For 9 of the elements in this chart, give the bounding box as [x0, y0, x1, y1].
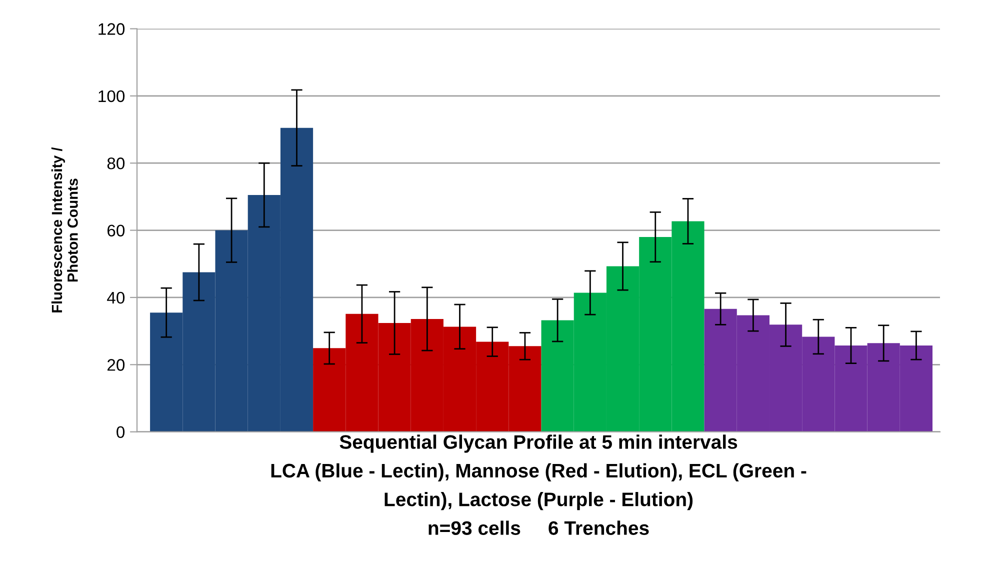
y-tick-label: 120 [98, 23, 125, 35]
y-tick-label: 0 [116, 426, 125, 438]
x-axis-title: Sequential Glycan Profile at 5 min intervals LCA (Blue - Lectin), Mannose (Red - Elution), ECL (Green - Lectin), Lactose (Purple - Elution) n=93 cells 6 Trenches [271, 434, 806, 535]
y-axis-title: Fluorescence Intensity / Photon Counts [51, 147, 78, 312]
y-tick-label: 80 [107, 158, 125, 170]
y-tick-label: 40 [107, 292, 125, 304]
y-tick-label: 60 [108, 224, 125, 236]
y-tick-label: 100 [98, 90, 125, 102]
y-tick-label: 20 [107, 359, 125, 371]
